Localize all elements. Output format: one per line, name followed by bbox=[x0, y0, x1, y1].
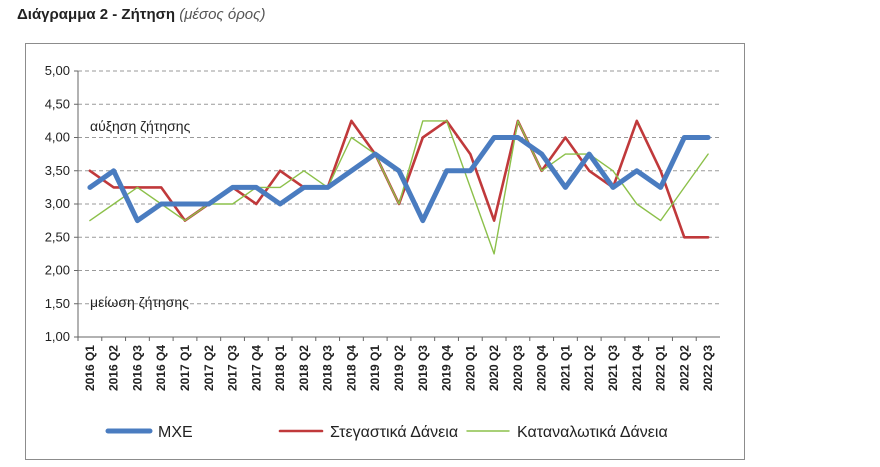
x-tick-label: 2021 Q2 bbox=[582, 345, 596, 391]
x-tick-label: 2018 Q3 bbox=[321, 345, 335, 391]
x-tick-label: 2022 Q2 bbox=[677, 345, 691, 391]
legend-label-1: ΜΧΕ bbox=[158, 424, 193, 441]
y-tick-label: 4,50 bbox=[45, 96, 70, 111]
y-tick-label: 1,00 bbox=[45, 329, 70, 344]
x-tick-label: 2018 Q4 bbox=[344, 345, 358, 391]
title-main: Διάγραμμα 2 - Ζήτηση bbox=[17, 6, 176, 23]
series-line-1 bbox=[87, 135, 711, 224]
x-tick-label: 2018 Q1 bbox=[273, 345, 287, 391]
x-tick-label: 2016 Q3 bbox=[130, 345, 144, 391]
y-tick-label: 5,00 bbox=[45, 63, 70, 78]
y-tick-label: 1,50 bbox=[45, 296, 70, 311]
series-line-2 bbox=[88, 119, 710, 239]
legend-label-2: Στεγαστικά Δάνεια bbox=[330, 424, 458, 441]
x-tick-label: 2020 Q1 bbox=[463, 345, 477, 391]
annotation-decrease: μείωση ζήτησης bbox=[90, 294, 189, 310]
x-tick-label: 2016 Q2 bbox=[107, 345, 121, 391]
x-tick-label: 2018 Q2 bbox=[297, 345, 311, 391]
y-tick-label: 3,00 bbox=[45, 196, 70, 211]
y-tick-label: 2,00 bbox=[45, 263, 70, 278]
title-subtitle: (μέσος όρος) bbox=[179, 6, 266, 23]
x-tick-label: 2017 Q4 bbox=[249, 345, 263, 391]
x-tick-label: 2020 Q3 bbox=[511, 345, 525, 391]
x-tick-label: 2016 Q4 bbox=[154, 345, 168, 391]
x-tick-label: 2019 Q1 bbox=[368, 345, 382, 391]
x-tick-label: 2021 Q1 bbox=[558, 345, 572, 391]
annotation-increase: αύξηση ζήτησης bbox=[90, 118, 191, 134]
x-tick-label: 2021 Q3 bbox=[606, 345, 620, 391]
chart-frame bbox=[25, 43, 745, 460]
legend-label-3: Καταναλωτικά Δάνεια bbox=[517, 424, 668, 441]
y-tick-label: 4,00 bbox=[45, 130, 70, 145]
x-tick-label: 2017 Q2 bbox=[202, 345, 216, 391]
x-tick-label: 2017 Q1 bbox=[178, 345, 192, 391]
x-tick-label: 2020 Q2 bbox=[487, 345, 501, 391]
x-tick-label: 2019 Q3 bbox=[416, 345, 430, 391]
x-tick-label: 2019 Q4 bbox=[440, 345, 454, 391]
y-tick-label: 2,50 bbox=[45, 229, 70, 244]
x-tick-label: 2020 Q4 bbox=[535, 345, 549, 391]
x-tick-label: 2021 Q4 bbox=[630, 345, 644, 391]
x-tick-label: 2022 Q1 bbox=[654, 345, 668, 391]
series-line-3 bbox=[89, 120, 709, 255]
page-title: Διάγραμμα 2 - Ζήτηση (μέσος όρος) bbox=[17, 6, 265, 23]
x-tick-label: 2019 Q2 bbox=[392, 345, 406, 391]
x-tick-label: 2016 Q1 bbox=[83, 345, 97, 391]
y-tick-label: 3,50 bbox=[45, 163, 70, 178]
x-tick-label: 2022 Q3 bbox=[701, 345, 715, 391]
x-tick-label: 2017 Q3 bbox=[226, 345, 240, 391]
